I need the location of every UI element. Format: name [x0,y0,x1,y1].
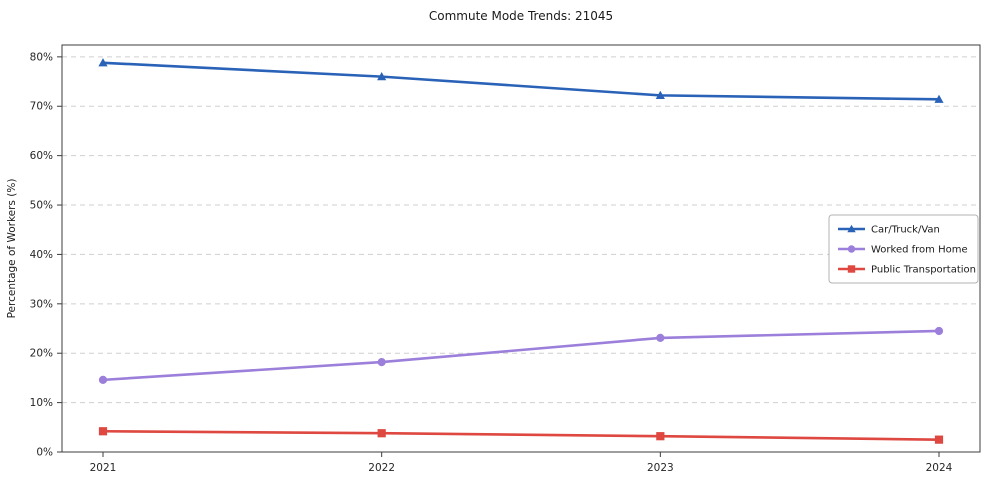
legend-label: Public Transportation [871,265,976,276]
legend-item-2: Public Transportation [838,265,976,276]
y-tick-label: 50% [30,200,53,212]
y-tick-label: 40% [30,249,53,261]
x-tick-label: 2023 [647,462,674,474]
chart-title: Commute Mode Trends: 21045 [428,9,614,23]
plot-border [61,44,981,453]
series-2 [98,427,944,444]
legend-label: Worked from Home [871,245,968,256]
x-axis: 2021 2022 2023 2024 [90,452,953,474]
legend-item-0: Car/Truck/Van [838,225,940,236]
y-tick-label: 20% [30,348,53,360]
series-1 [98,326,944,384]
y-tick-label: 10% [30,397,53,409]
y-axis: 0% 10% 20% 30% 40% 50% 60% 70% 80% [30,51,62,459]
legend-item-1: Worked from Home [838,245,968,256]
y-tick-label: 70% [30,101,53,113]
y-tick-label: 60% [30,150,53,162]
legend: Car/Truck/Van Worked from Home Public Tran… [828,214,979,284]
y-tick-label: 0% [36,447,53,459]
y-tick-label: 30% [30,298,53,310]
series-0 [98,58,944,103]
y-tick-label: 80% [30,51,53,63]
x-tick-label: 2024 [926,462,953,474]
x-tick-label: 2022 [368,462,395,474]
legend-label: Car/Truck/Van [871,225,940,236]
y-axis-label: Percentage of Workers (%) [6,179,18,319]
x-tick-label: 2021 [90,462,117,474]
